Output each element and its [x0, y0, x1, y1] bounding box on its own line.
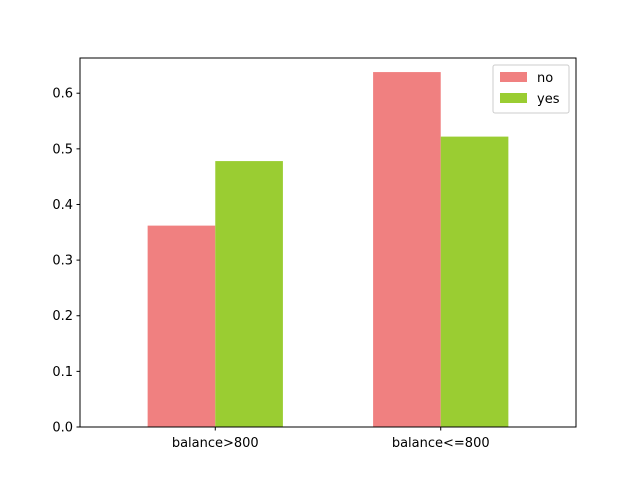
y-tick-label: 0.6: [52, 87, 73, 102]
legend-label-yes: yes: [537, 92, 560, 107]
y-tick-label: 0.2: [52, 309, 73, 324]
bar-no-0: [147, 225, 216, 427]
x-tick-label: balance<=800: [392, 436, 490, 451]
y-tick-label: 0.5: [52, 142, 73, 157]
bar-no-1: [373, 72, 441, 428]
legend-swatch-no: [500, 72, 527, 82]
y-tick-label: 0.0: [52, 421, 73, 436]
legend-label-no: no: [537, 71, 553, 86]
bars-layer: [147, 72, 509, 428]
bar-yes-0: [215, 161, 283, 428]
legend: no yes: [492, 64, 570, 114]
bar-yes-1: [440, 136, 509, 427]
y-tick-label: 0.4: [52, 198, 73, 213]
x-tick-label: balance>800: [172, 436, 259, 451]
plot-frame: [79, 57, 577, 428]
axes-layer: [79, 57, 577, 428]
y-tick-label: 0.1: [52, 365, 73, 380]
ticks-layer: 0.0 0.1 0.2 0.3 0.4 0.5 0.6 balance>800 balance<…: [52, 87, 489, 451]
legend-swatch-yes: [500, 93, 527, 103]
y-tick-label: 0.3: [52, 254, 73, 269]
